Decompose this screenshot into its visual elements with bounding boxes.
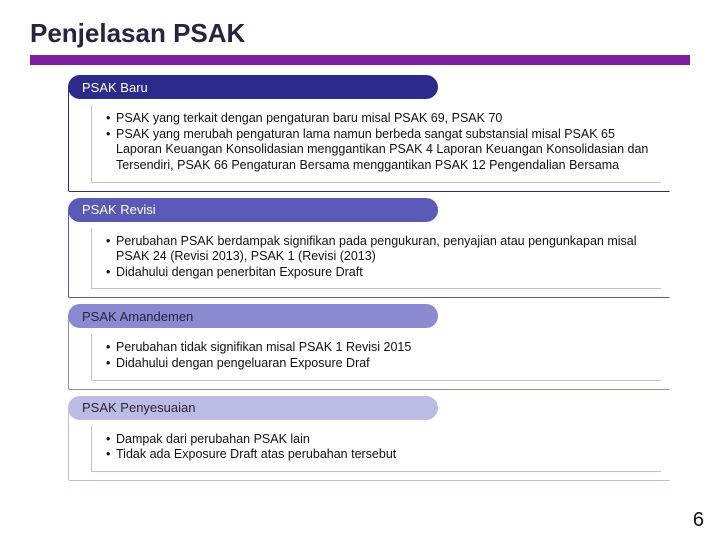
section-body-frame: Dampak dari perubahan PSAK lainTidak ada… [68, 408, 670, 481]
title-divider [30, 55, 690, 65]
section-body: Perubahan PSAK berdampak signifikan pada… [91, 228, 661, 290]
section-body-frame: PSAK yang terkait dengan pengaturan baru… [68, 87, 670, 192]
bullet-item: Perubahan tidak signifikan misal PSAK 1 … [106, 340, 653, 356]
bullet-list: Perubahan tidak signifikan misal PSAK 1 … [106, 340, 653, 371]
bullet-item: Tidak ada Exposure Draft atas perubahan … [106, 447, 653, 463]
section: PSAK AmandemenPerubahan tidak signifikan… [30, 304, 690, 389]
section-body-frame: Perubahan PSAK berdampak signifikan pada… [68, 210, 670, 299]
bullet-item: Didahului dengan penerbitan Exposure Dra… [106, 265, 653, 281]
sections-container: PSAK BaruPSAK yang terkait dengan pengat… [30, 75, 690, 481]
section: PSAK BaruPSAK yang terkait dengan pengat… [30, 75, 690, 192]
bullet-item: PSAK yang terkait dengan pengaturan baru… [106, 111, 653, 127]
bullet-list: Perubahan PSAK berdampak signifikan pada… [106, 234, 653, 281]
page-title: Penjelasan PSAK [30, 18, 690, 49]
bullet-item: Dampak dari perubahan PSAK lain [106, 432, 653, 448]
section-body: Perubahan tidak signifikan misal PSAK 1 … [91, 334, 661, 380]
page-number: 6 [693, 509, 704, 532]
bullet-item: Perubahan PSAK berdampak signifikan pada… [106, 234, 653, 265]
section: PSAK RevisiPerubahan PSAK berdampak sign… [30, 198, 690, 299]
bullet-list: Dampak dari perubahan PSAK lainTidak ada… [106, 432, 653, 463]
bullet-item: Didahului dengan pengeluaran Exposure Dr… [106, 356, 653, 372]
section-body: Dampak dari perubahan PSAK lainTidak ada… [91, 426, 661, 472]
slide: Penjelasan PSAK PSAK BaruPSAK yang terka… [0, 0, 720, 540]
bullet-item: PSAK yang merubah pengaturan lama namun … [106, 127, 653, 174]
section: PSAK PenyesuaianDampak dari perubahan PS… [30, 396, 690, 481]
section-body-frame: Perubahan tidak signifikan misal PSAK 1 … [68, 316, 670, 389]
section-body: PSAK yang terkait dengan pengaturan baru… [91, 105, 661, 183]
bullet-list: PSAK yang terkait dengan pengaturan baru… [106, 111, 653, 174]
